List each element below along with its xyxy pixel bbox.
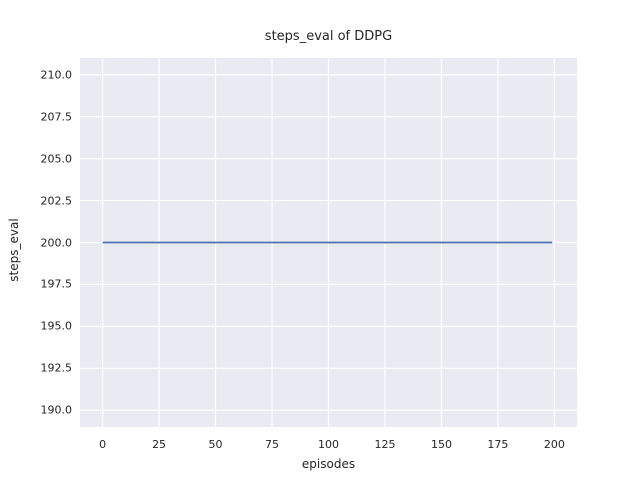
- x-tick-label: 150: [430, 438, 452, 451]
- x-tick-label: 75: [265, 438, 280, 451]
- x-tick-label: 0: [99, 438, 107, 451]
- y-tick-label: 207.5: [40, 110, 73, 124]
- y-tick-label: 202.5: [40, 194, 73, 208]
- x-tick-label: 100: [318, 438, 339, 451]
- x-axis-label: episodes: [301, 457, 356, 471]
- y-axis-label: steps_eval: [7, 218, 21, 282]
- y-tick-label: 210.0: [40, 68, 73, 82]
- y-tick-label: 200.0: [40, 236, 73, 249]
- plot-canvas: [80, 58, 577, 427]
- y-tick-label: 195.0: [40, 319, 73, 333]
- x-tick-label: 125: [374, 438, 396, 451]
- x-tick-label: 50: [208, 438, 223, 451]
- chart-title: steps_eval of DDPG: [264, 29, 393, 44]
- y-tick-label: 192.5: [40, 361, 73, 375]
- x-tick-label: 175: [487, 438, 509, 451]
- y-tick-label: 205.0: [40, 152, 73, 166]
- plot-area: [80, 58, 577, 427]
- x-tick-label: 200: [543, 438, 565, 451]
- y-tick-label: 190.0: [40, 403, 73, 417]
- y-tick-label: 197.5: [40, 277, 73, 291]
- x-tick-label: 25: [152, 438, 167, 451]
